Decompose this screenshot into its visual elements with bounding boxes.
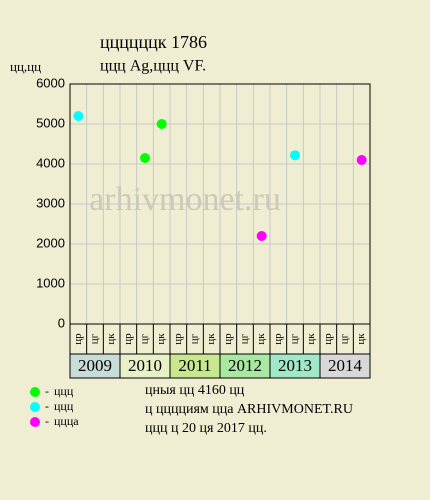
watermark: arhivmonet.ru — [89, 181, 281, 218]
x-tick-label: цр — [122, 333, 134, 345]
year-box — [319, 353, 371, 379]
y-tick-label: 6000 — [36, 75, 65, 90]
legend-marker — [30, 402, 40, 412]
y-tick-label: 4000 — [36, 155, 65, 170]
legend-dash: - — [45, 384, 49, 398]
y-tick-label: 1000 — [36, 275, 65, 290]
x-tick-label: цг — [239, 333, 251, 344]
x-tick-label: цг — [89, 333, 101, 344]
point — [356, 155, 367, 165]
year-label: 2009 — [78, 356, 112, 375]
x-tick-label: цр — [72, 333, 84, 345]
x-tick-label: цг — [189, 333, 201, 344]
chart-subtitle: ццц Ag,ццц VF. — [100, 58, 206, 75]
x-tick-label: цк — [255, 333, 267, 345]
y-tick-label: 0 — [58, 315, 65, 330]
year-label: 2014 — [328, 356, 363, 375]
year-box — [219, 353, 271, 379]
note: ц цццциям цца ARHIVMONET.RU — [145, 402, 353, 417]
x-tick-label: цк — [205, 333, 217, 345]
note: цныя цц 4160 цц — [145, 383, 245, 398]
point — [73, 111, 84, 121]
y-axis-label: цц,цц — [10, 59, 41, 74]
x-tick-label: цр — [222, 333, 234, 345]
year-label: 2013 — [278, 356, 312, 375]
y-tick-label: 5000 — [36, 115, 65, 130]
x-tick-label: цк — [155, 333, 167, 345]
year-label: 2012 — [228, 356, 262, 375]
x-tick-label: цк — [105, 333, 117, 345]
year-box — [69, 353, 121, 379]
year-box — [169, 353, 221, 379]
legend-marker — [30, 387, 40, 397]
x-tick-label: цг — [339, 333, 351, 344]
point — [290, 150, 300, 161]
x-tick-label: цг — [289, 333, 301, 344]
legend-dash: - — [45, 414, 49, 428]
legend-marker — [30, 417, 40, 427]
y-tick-label: 2000 — [36, 235, 65, 250]
x-tick-label: цр — [322, 333, 334, 345]
point — [156, 119, 167, 129]
point — [256, 231, 267, 241]
legend-label: цццa — [54, 414, 79, 428]
x-tick-label: цк — [355, 333, 367, 345]
x-tick-label: цг — [139, 333, 151, 344]
note: ццц ц 20 ця 2017 цц. — [145, 421, 267, 436]
y-tick-label: 3000 — [36, 195, 65, 210]
point — [140, 153, 150, 163]
chart-title: ццццццк 1786 — [100, 32, 207, 52]
legend-dash: - — [45, 399, 49, 413]
legend-label: ццц — [54, 384, 74, 398]
x-tick-label: цк — [305, 333, 317, 345]
year-box — [119, 353, 171, 379]
x-tick-label: цр — [272, 333, 284, 345]
year-label: 2011 — [178, 356, 211, 375]
legend-label: ццц — [54, 399, 74, 413]
year-label: 2010 — [128, 356, 162, 375]
x-tick-label: цр — [172, 333, 184, 345]
